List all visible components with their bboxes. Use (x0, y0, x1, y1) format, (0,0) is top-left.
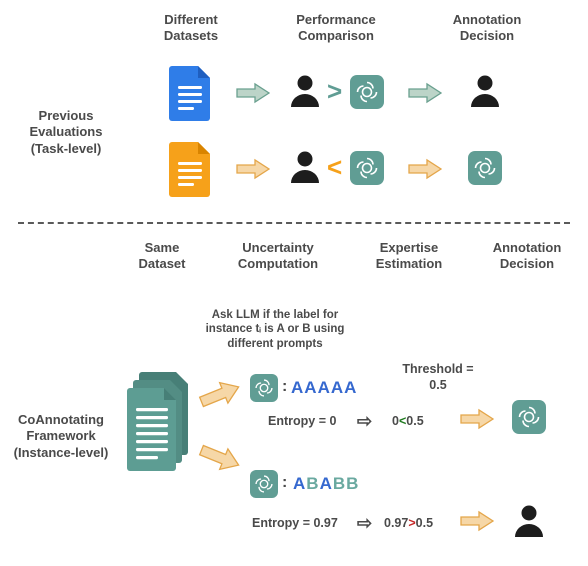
prompt-instruction-text: Ask LLM if the label for instance tᵢ is … (185, 308, 365, 351)
document-blue-icon (168, 64, 214, 122)
gpt-icon (250, 374, 278, 402)
arrow-diag-up-icon (198, 378, 244, 415)
header-uncertainty: Uncertainty Computation (218, 240, 338, 271)
arrow-right-thin-icon: ⇨ (357, 412, 372, 430)
header-comparison: Performance Comparison (276, 12, 396, 43)
colon-text: : (282, 474, 287, 492)
person-icon (514, 504, 544, 538)
llm-output-letters-row2: ABABB (293, 474, 359, 494)
arrow-right-icon (236, 82, 270, 108)
gpt-icon (250, 470, 278, 498)
person-icon (290, 74, 320, 108)
person-icon (290, 150, 320, 184)
arrow-right-icon (408, 82, 442, 108)
cmp-gt-icon: > (327, 78, 342, 104)
document-orange-icon (168, 140, 214, 198)
arrow-right-icon (460, 510, 494, 536)
section-divider (18, 222, 570, 224)
header-decision-top: Annotation Decision (432, 12, 542, 43)
colon-text: : (282, 378, 287, 396)
expr-row1-text: 0<0.5 (392, 414, 424, 428)
threshold-label: Threshold = 0.5 (388, 362, 488, 393)
gpt-icon (350, 151, 384, 185)
arrow-diag-down-icon (198, 442, 244, 479)
entropy-row1-text: Entropy = 0 (268, 414, 336, 428)
header-decision-bottom: Annotation Decision (472, 240, 582, 271)
gpt-icon (468, 151, 502, 185)
cmp-lt-icon: < (327, 154, 342, 180)
side-label-top: Previous Evaluations (Task-level) (16, 108, 116, 157)
expr-row2-text: 0.97>0.5 (384, 516, 433, 530)
arrow-right-icon (460, 408, 494, 434)
arrow-right-icon (236, 158, 270, 184)
gpt-icon (350, 75, 384, 109)
person-icon (470, 74, 500, 108)
side-label-bottom: CoAnnotating Framework (Instance-level) (6, 412, 116, 461)
entropy-row2-text: Entropy = 0.97 (252, 516, 338, 530)
header-datasets: Different Datasets (146, 12, 236, 43)
llm-output-letters-row1: AAAAA (291, 378, 357, 398)
arrow-right-icon (408, 158, 442, 184)
header-same-dataset: Same Dataset (122, 240, 202, 271)
arrow-right-thin-icon: ⇨ (357, 514, 372, 532)
header-expertise: Expertise Estimation (354, 240, 464, 271)
document-stack-icon (124, 370, 198, 478)
gpt-icon (512, 400, 546, 434)
